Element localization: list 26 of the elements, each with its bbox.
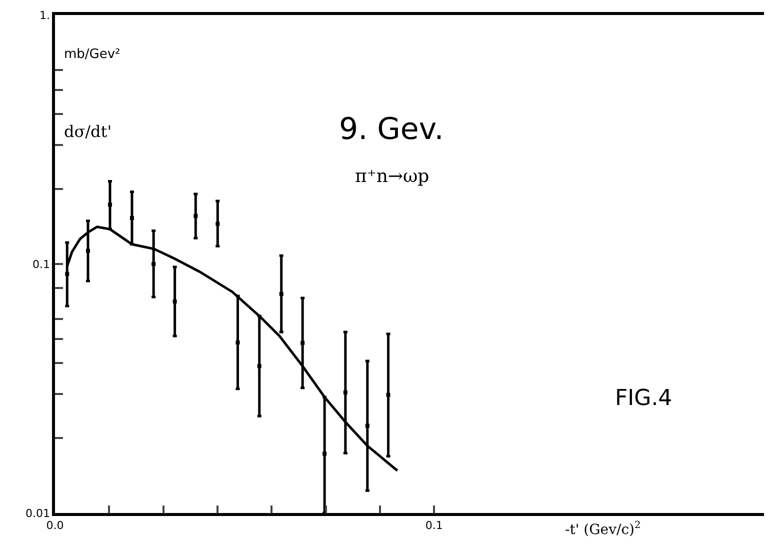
- point: [86, 248, 90, 253]
- y-tick-label: 1.: [40, 8, 50, 22]
- point: [130, 216, 134, 220]
- point: [365, 424, 370, 428]
- point: [152, 262, 156, 266]
- text: π⁺n→ωp: [355, 166, 430, 187]
- x-axis-title: -t' (Gev/c)$^{2}$: [565, 520, 641, 538]
- annotation: FIG.4: [615, 386, 672, 411]
- point: [194, 214, 198, 218]
- point: [257, 364, 262, 368]
- point: [108, 202, 112, 207]
- point: [300, 340, 305, 345]
- point: [279, 292, 284, 296]
- x-tick-label: 0.0: [46, 518, 64, 532]
- point: [343, 390, 348, 394]
- annotation: mb/Gev²: [64, 47, 120, 62]
- y-tick-label: 0.1: [32, 258, 50, 271]
- point: [322, 452, 327, 456]
- text: 9. Gev.: [339, 112, 444, 147]
- point: [236, 340, 240, 344]
- point: [172, 299, 177, 304]
- y-axis-title: dσ/dt': [64, 122, 112, 141]
- point: [65, 272, 70, 276]
- point: [216, 222, 220, 226]
- y-tick-label: 0.01: [26, 506, 50, 520]
- point: [386, 392, 390, 397]
